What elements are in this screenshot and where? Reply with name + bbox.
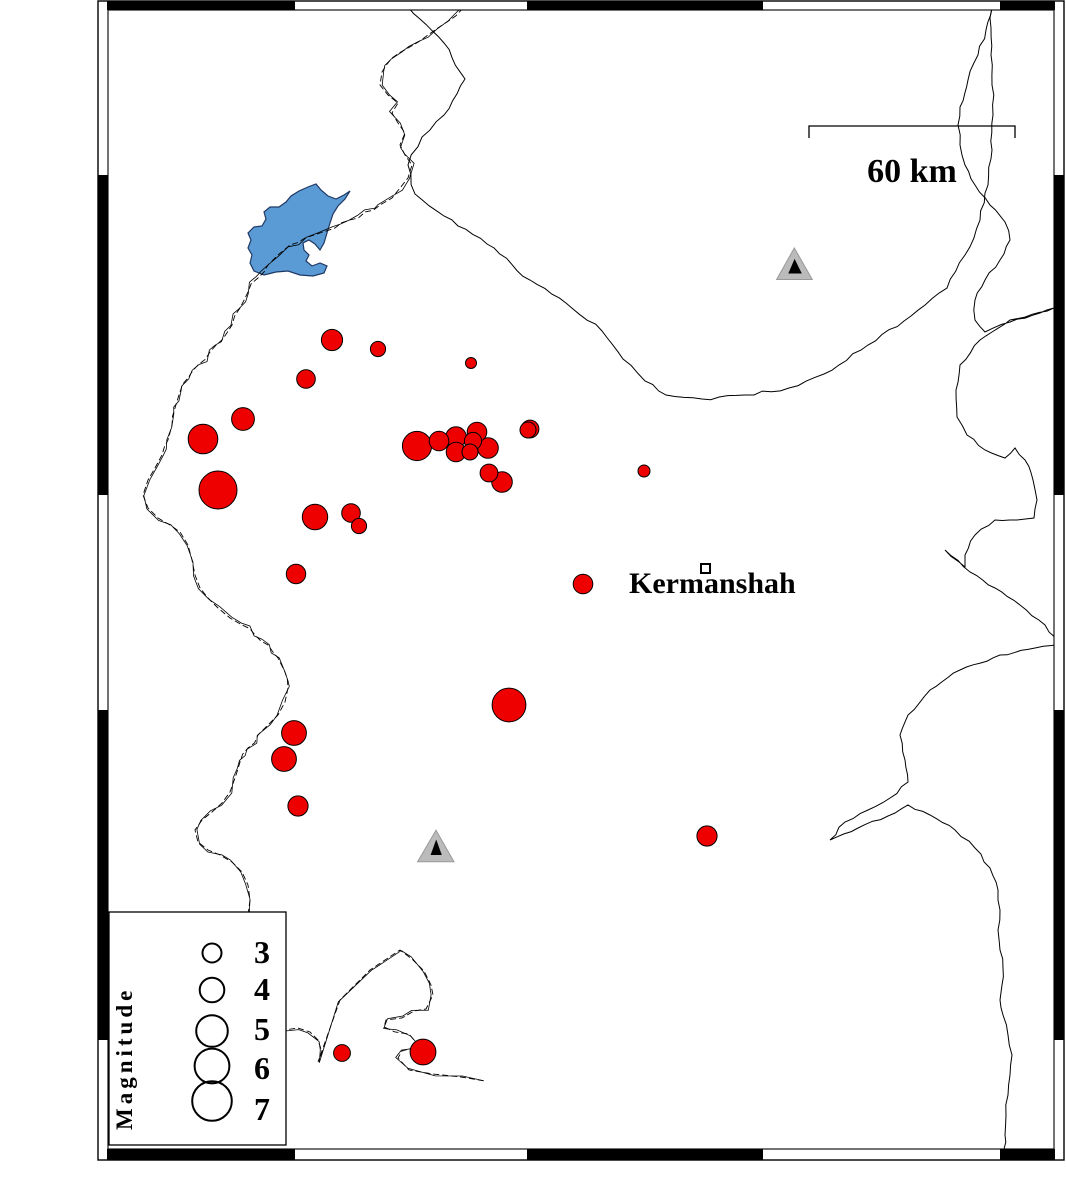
svg-text:7: 7 — [254, 1091, 270, 1127]
svg-text:3: 3 — [254, 934, 270, 970]
svg-text:4: 4 — [254, 971, 270, 1007]
svg-text:60 km: 60 km — [867, 153, 957, 190]
svg-text:6: 6 — [254, 1050, 270, 1086]
svg-text:Kermanshah: Kermanshah — [629, 567, 796, 600]
svg-text:Magnitude: Magnitude — [112, 987, 137, 1130]
svg-text:5: 5 — [254, 1011, 270, 1047]
